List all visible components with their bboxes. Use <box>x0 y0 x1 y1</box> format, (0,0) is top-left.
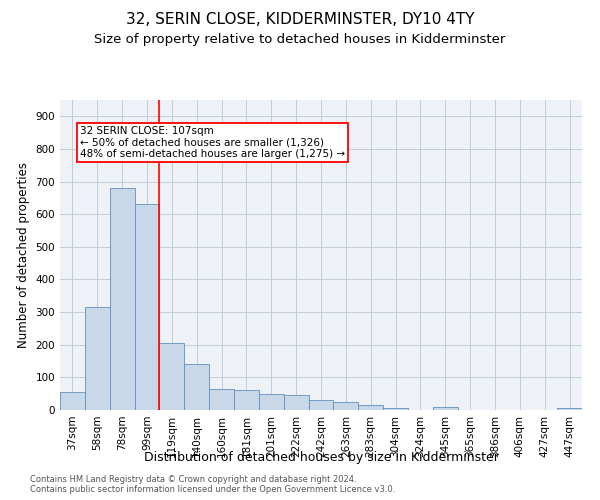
Bar <box>557 408 582 410</box>
Text: 32, SERIN CLOSE, KIDDERMINSTER, DY10 4TY: 32, SERIN CLOSE, KIDDERMINSTER, DY10 4TY <box>126 12 474 28</box>
Text: Contains HM Land Registry data © Crown copyright and database right 2024.: Contains HM Land Registry data © Crown c… <box>30 475 356 484</box>
Text: Size of property relative to detached houses in Kidderminster: Size of property relative to detached ho… <box>94 32 506 46</box>
Bar <box>209 389 234 410</box>
Bar <box>160 343 184 410</box>
Bar <box>259 394 284 410</box>
Bar <box>433 406 458 410</box>
Bar <box>60 392 85 410</box>
Bar <box>234 390 259 410</box>
Bar <box>334 402 358 410</box>
Bar <box>308 400 334 410</box>
Text: 32 SERIN CLOSE: 107sqm
← 50% of detached houses are smaller (1,326)
48% of semi-: 32 SERIN CLOSE: 107sqm ← 50% of detached… <box>80 126 345 160</box>
Bar <box>184 364 209 410</box>
Y-axis label: Number of detached properties: Number of detached properties <box>17 162 30 348</box>
Bar <box>383 408 408 410</box>
Text: Distribution of detached houses by size in Kidderminster: Distribution of detached houses by size … <box>143 451 499 464</box>
Bar <box>358 405 383 410</box>
Bar <box>134 204 160 410</box>
Bar <box>284 396 308 410</box>
Text: Contains public sector information licensed under the Open Government Licence v3: Contains public sector information licen… <box>30 485 395 494</box>
Bar <box>85 307 110 410</box>
Bar <box>110 188 134 410</box>
